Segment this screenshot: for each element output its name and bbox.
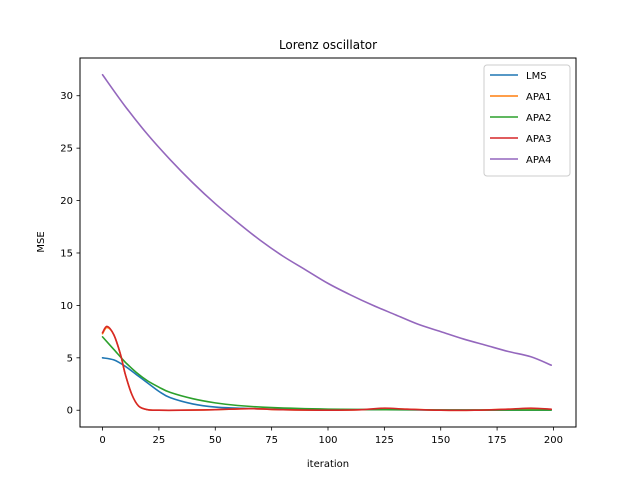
- x-tick-label: 200: [544, 435, 563, 446]
- y-tick-label: 0: [67, 406, 73, 417]
- x-tick-label: 25: [153, 435, 166, 446]
- legend-label: LMS: [526, 71, 547, 82]
- x-tick-label: 125: [375, 435, 394, 446]
- y-tick-label: 5: [67, 353, 73, 364]
- x-axis: 0 25 50 75 100 125 150 175 200: [99, 427, 563, 446]
- chart-title: Lorenz oscillator: [279, 38, 377, 52]
- x-axis-label: iteration: [307, 459, 349, 470]
- legend: LMS APA1 APA2 APA3 APA4: [483, 64, 571, 177]
- y-tick-label: 30: [60, 91, 73, 102]
- legend-label: APA2: [526, 113, 551, 124]
- x-tick-label: 150: [431, 435, 450, 446]
- legend-label: APA1: [526, 92, 551, 103]
- legend-label: APA3: [526, 134, 551, 145]
- y-tick-label: 25: [60, 144, 73, 155]
- x-tick-label: 50: [209, 435, 222, 446]
- y-tick-label: 20: [60, 196, 73, 207]
- x-tick-label: 100: [318, 435, 337, 446]
- y-axis: 0 5 10 15 20 25 30: [60, 91, 80, 417]
- x-tick-label: 0: [99, 435, 105, 446]
- plot-frame: [79, 57, 577, 428]
- x-tick-label: 75: [265, 435, 278, 446]
- y-tick-label: 10: [60, 301, 73, 312]
- series-line-apa3: [101, 325, 552, 412]
- x-tick-label: 175: [488, 435, 507, 446]
- legend-label: APA4: [526, 155, 551, 166]
- series-line-apa4: [101, 73, 552, 366]
- y-tick-label: 15: [60, 248, 73, 259]
- legend-box: [483, 64, 571, 177]
- series-layer: [101, 73, 552, 412]
- y-axis-label: MSE: [36, 231, 47, 252]
